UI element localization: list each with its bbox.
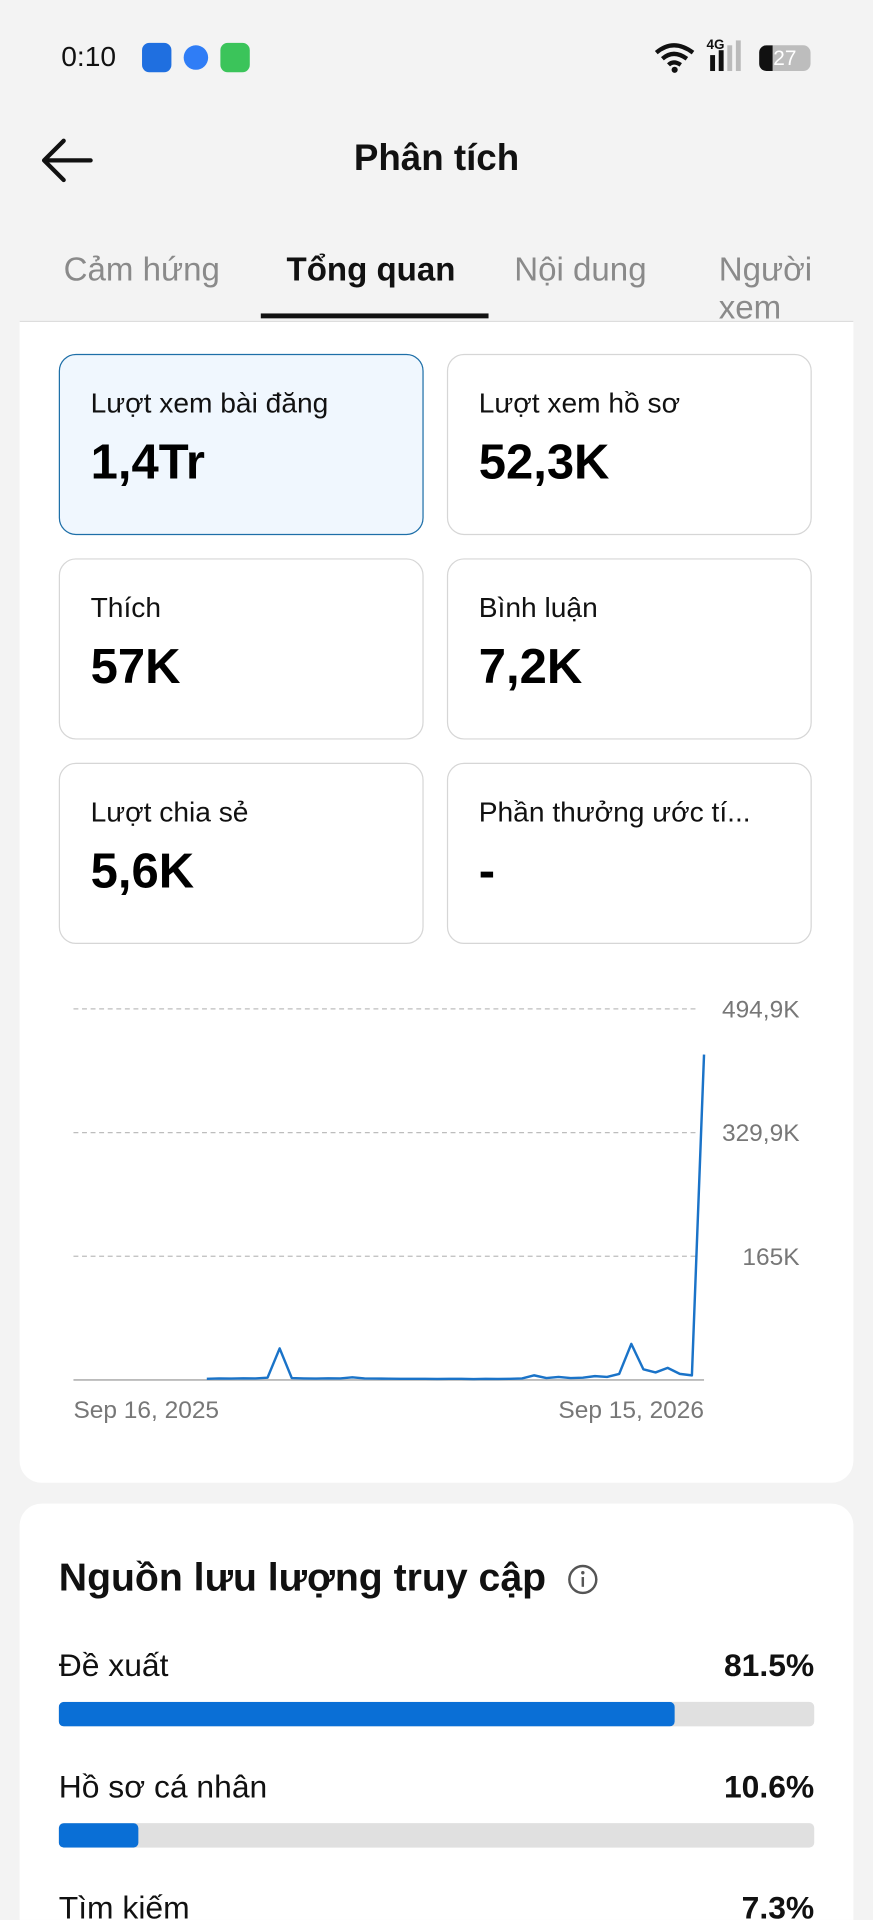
x-tick-label: Sep 15, 2026 — [558, 1397, 704, 1424]
data-line — [206, 1054, 706, 1381]
bar — [58, 1701, 675, 1727]
metric-value: 52,3K — [478, 435, 610, 490]
page-title: Phân tích — [353, 138, 520, 179]
source-value: 7.3% — [741, 1889, 815, 1920]
app-icon — [142, 42, 172, 73]
signal — [727, 45, 733, 72]
y-tick-label: 329,9K — [722, 1120, 800, 1147]
metric-value: 5,6K — [90, 844, 195, 899]
y-tick-label: 165K — [742, 1244, 800, 1271]
metric-card[interactable]: Lượt xem hồ sơ 52,3K — [446, 353, 812, 536]
y-tick-label: 494,9K — [722, 996, 800, 1023]
tab-active[interactable]: Tổng quan — [286, 251, 456, 288]
metric-card[interactable]: Lượt xem bài đăng 1,4Tr — [58, 353, 424, 536]
tab[interactable]: Nội dung — [514, 251, 647, 288]
metric-label: Lượt xem bài đăng — [90, 386, 329, 419]
source-value: 81.5% — [723, 1646, 815, 1684]
battery: 27 — [759, 45, 811, 72]
source-label: Đề xuất — [58, 1646, 169, 1684]
metric-label: Lượt xem hồ sơ — [478, 386, 681, 419]
metric-label: Phần thưởng ước tí... — [478, 795, 751, 828]
bar-track — [58, 1823, 815, 1848]
network-label: 4G — [706, 37, 725, 53]
tab-indicator — [260, 313, 489, 319]
app-icon — [220, 42, 250, 73]
metric-value: 7,2K — [478, 640, 583, 695]
signal — [735, 40, 741, 72]
metric-label: Thích — [90, 591, 162, 624]
section-title: Nguồn lưu lượng truy cập — [58, 1554, 547, 1600]
signal — [718, 50, 724, 72]
info-icon[interactable] — [567, 1564, 599, 1596]
battery-level — [759, 45, 773, 72]
metric-label: Lượt chia sẻ — [90, 795, 249, 828]
line-chart: 165K 329,9K 494,9K Sep 16, 2025 Sep 15, 2026 — [73, 996, 800, 1424]
source-label: Tìm kiếm — [58, 1889, 190, 1920]
metric-card[interactable]: Bình luận 7,2K — [446, 558, 812, 740]
clock: 0:10 — [61, 40, 117, 73]
wifi-icon — [654, 43, 695, 73]
source-label: Hồ sơ cá nhân — [58, 1768, 268, 1805]
bar-track — [58, 1701, 815, 1727]
source-value: 10.6% — [723, 1768, 815, 1805]
tab[interactable]: Cảm hứng — [63, 251, 220, 288]
back-button[interactable] — [37, 135, 98, 186]
metric-value: 1,4Tr — [90, 435, 205, 490]
bar — [58, 1823, 139, 1848]
signal — [710, 55, 716, 72]
metric-card[interactable]: Thích 57K — [58, 558, 424, 740]
metric-label: Bình luận — [478, 591, 598, 624]
metric-card[interactable]: Phần thưởng ước tí... - — [446, 762, 812, 945]
metric-value: 57K — [90, 640, 181, 695]
tab[interactable]: Người xem — [718, 251, 813, 326]
x-tick-label: Sep 16, 2025 — [73, 1397, 219, 1424]
battery-label: 27 — [773, 46, 797, 70]
metric-card[interactable]: Lượt chia sẻ 5,6K — [58, 762, 424, 945]
app-icon — [183, 45, 209, 70]
metric-value: - — [478, 844, 496, 899]
